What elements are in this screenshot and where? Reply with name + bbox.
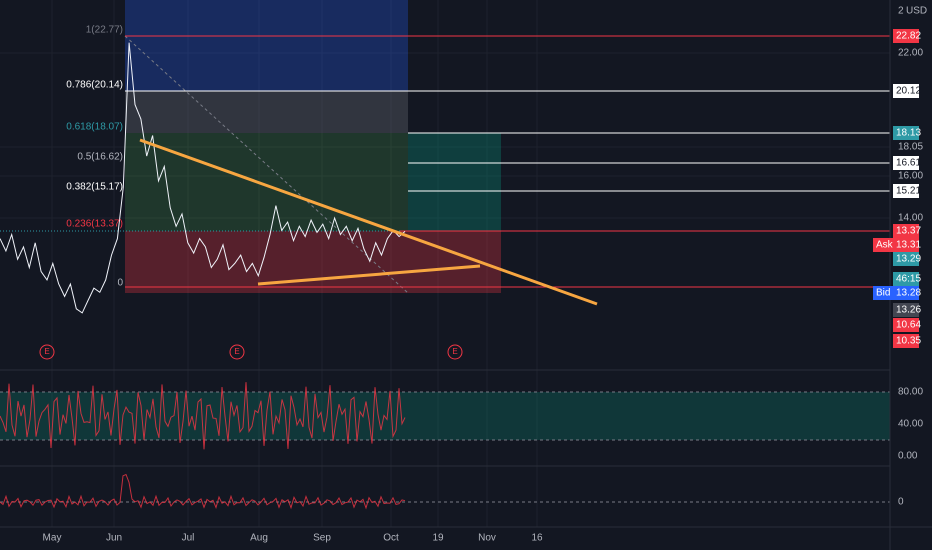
tag-box <box>873 238 893 252</box>
fib-label: 0.382(15.17) <box>66 182 123 193</box>
currency: USD <box>906 6 927 17</box>
level-box <box>893 156 919 170</box>
level-label: 10.35 <box>896 336 921 347</box>
level-label: 46:15 <box>896 274 921 285</box>
level-label: 22.82 <box>896 31 921 42</box>
level-box <box>893 252 919 266</box>
level-label: 18.13 <box>896 128 921 139</box>
oscillator-tick: 40.00 <box>898 419 923 430</box>
level-label: 13.31 <box>896 240 921 251</box>
momentum-line <box>0 473 406 510</box>
target-zone <box>408 133 501 231</box>
trendline <box>139 138 598 306</box>
level-box <box>893 303 919 317</box>
price-line <box>0 42 406 314</box>
trendline <box>257 264 481 286</box>
fib-trend <box>124 35 409 294</box>
time-label: Oct <box>383 533 399 544</box>
earnings-marker <box>39 344 55 360</box>
stop-zone <box>125 231 501 293</box>
price-tick: 18.05 <box>898 142 923 153</box>
level-label: 10.64 <box>896 320 921 331</box>
oscillator-tick: 0.00 <box>898 451 918 462</box>
level-label: 16.61 <box>896 158 921 169</box>
oscillator-line <box>0 382 406 450</box>
price-tick: 14.00 <box>898 213 923 224</box>
earnings-label: E <box>234 347 239 356</box>
tag: Ask <box>876 240 894 251</box>
level-box <box>893 238 919 252</box>
fib-label: 0.236(13.37) <box>66 219 123 230</box>
level-label: 13.28 <box>896 288 921 299</box>
level-box <box>893 29 919 43</box>
level-box <box>893 184 919 198</box>
level-box <box>893 272 919 286</box>
earnings-marker <box>447 344 463 360</box>
fib-zone <box>125 91 408 133</box>
time-label: May <box>43 533 62 544</box>
grid <box>0 0 890 527</box>
level-box <box>893 84 919 98</box>
level-label: 20.12 <box>896 86 921 97</box>
fib-label: 1(22.77) <box>86 25 123 36</box>
time-label: Jul <box>182 533 195 544</box>
level-box <box>893 286 919 300</box>
fib-zone <box>125 133 408 231</box>
price-tick: 22.00 <box>898 48 923 59</box>
fib-label: 0.618(18.07) <box>66 122 123 133</box>
axis-tick: 2 <box>898 6 904 17</box>
fib-label: 0 <box>117 278 123 289</box>
time-label: 19 <box>432 533 444 544</box>
earnings-label: E <box>452 347 457 356</box>
earnings-marker <box>229 344 245 360</box>
time-label: Jun <box>106 533 122 544</box>
fib-label: 0.786(20.14) <box>66 80 123 91</box>
level-box <box>893 334 919 348</box>
time-label: Nov <box>478 533 496 544</box>
price-tick: 16.00 <box>898 171 923 182</box>
oscillator-tick: 80.00 <box>898 387 923 398</box>
level-label: 13.37 <box>896 226 921 237</box>
level-box <box>893 224 919 238</box>
fib-zone <box>125 0 408 91</box>
level-box <box>893 126 919 140</box>
time-label: Sep <box>313 533 331 544</box>
tag-box <box>873 286 893 300</box>
tag: Bid <box>876 288 890 299</box>
level-label: 15.21 <box>896 186 921 197</box>
time-label: Aug <box>250 533 268 544</box>
fib-label: 0.5(16.62) <box>77 152 123 163</box>
level-box <box>893 318 919 332</box>
earnings-label: E <box>44 347 49 356</box>
oscillator-band <box>0 392 890 440</box>
labels: May Jun Jul Aug Sep Oct 19 Nov 16 22.00 18.05 16.00… <box>39 25 923 544</box>
level-label: 13.26 <box>896 305 921 316</box>
level-label: 13.29 <box>896 254 921 265</box>
time-label: 16 <box>531 533 543 544</box>
level-lines <box>0 35 890 288</box>
momentum-tick: 0 <box>898 497 904 508</box>
